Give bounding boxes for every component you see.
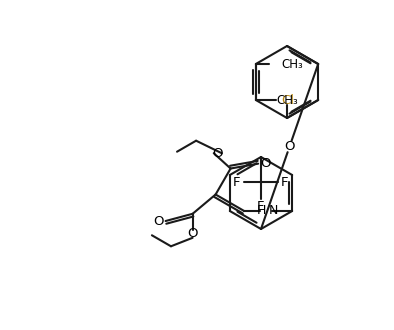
- Text: O: O: [284, 140, 295, 153]
- Text: H: H: [257, 205, 266, 217]
- Text: F: F: [233, 176, 241, 188]
- Text: O: O: [212, 147, 223, 160]
- Text: F: F: [281, 176, 289, 188]
- Text: F: F: [257, 200, 265, 213]
- Text: Cl: Cl: [281, 93, 294, 107]
- Text: O: O: [260, 157, 270, 170]
- Text: CH₃: CH₃: [276, 93, 298, 107]
- Text: O: O: [153, 214, 164, 227]
- Text: O: O: [188, 227, 198, 240]
- Text: N: N: [269, 205, 279, 217]
- Text: CH₃: CH₃: [282, 57, 303, 71]
